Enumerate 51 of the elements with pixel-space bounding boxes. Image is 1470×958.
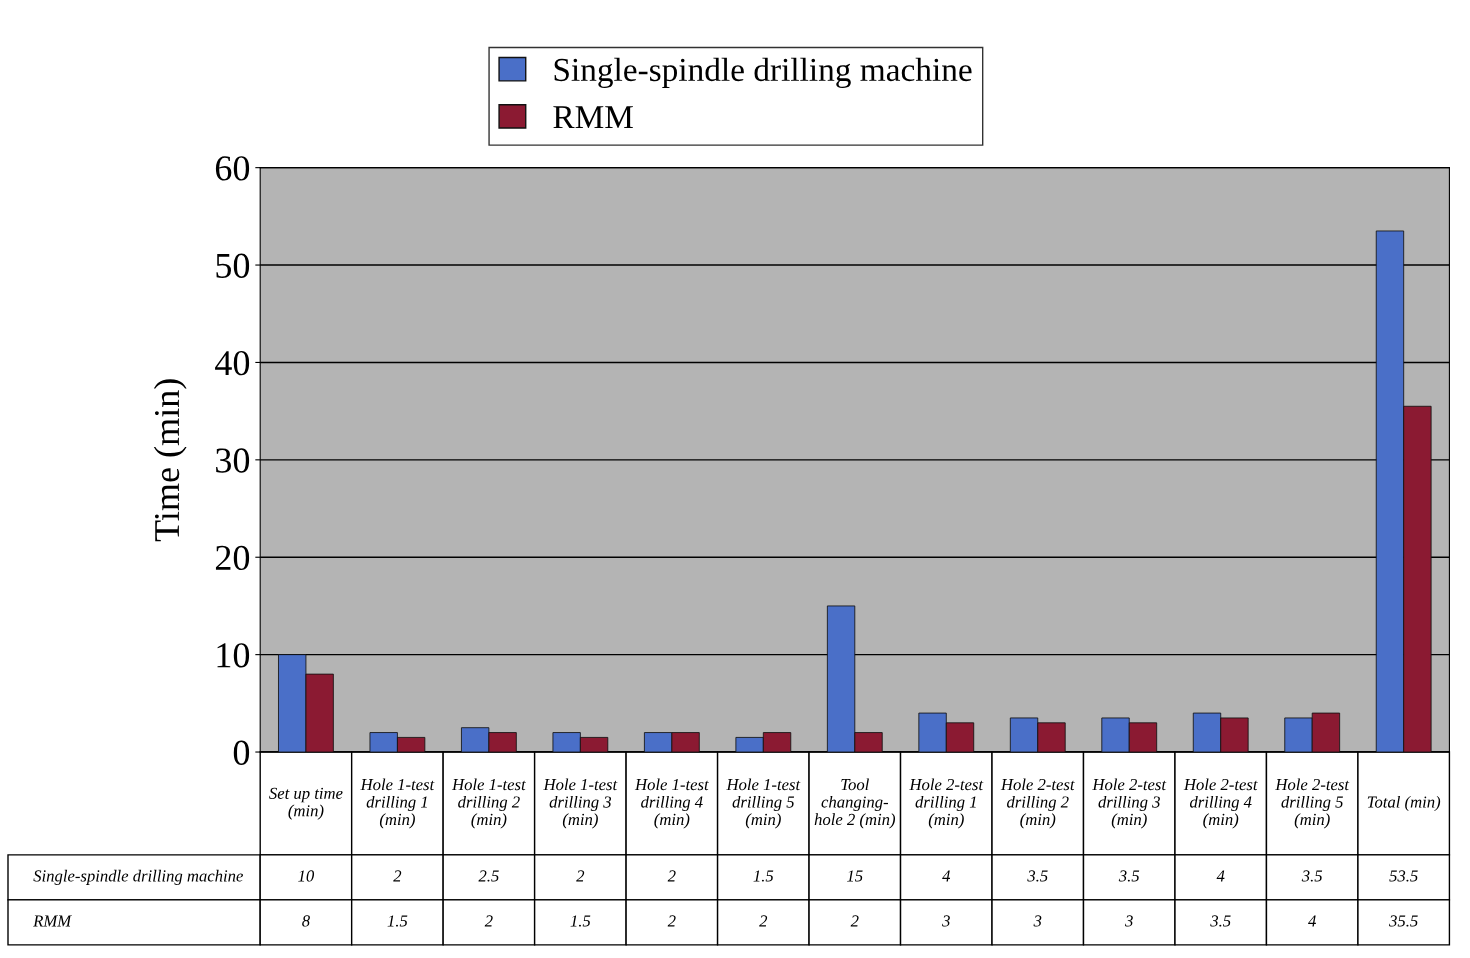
x-tick-label: Hole 1-test drilling 5 (min) bbox=[726, 778, 801, 829]
data-label: 3.5 bbox=[1027, 870, 1048, 882]
data-label: 3 bbox=[1033, 915, 1042, 927]
data-label: 2 bbox=[393, 870, 402, 882]
data-label: 4 bbox=[1216, 870, 1225, 882]
y-tick-label: 0 bbox=[233, 740, 250, 765]
y-tick-label: 10 bbox=[217, 643, 250, 668]
data-label: 3.5 bbox=[1210, 915, 1231, 927]
data-label: 15 bbox=[847, 870, 863, 882]
x-tick-label: Hole 2-test drilling 2 (min) bbox=[1000, 778, 1075, 829]
data-label: 2 bbox=[759, 915, 768, 927]
data-label: 2.5 bbox=[478, 870, 499, 882]
data-label: 2 bbox=[484, 915, 493, 927]
legend-label: Single-spindle drilling machine bbox=[554, 57, 972, 89]
data-label: 1.5 bbox=[570, 915, 591, 927]
x-tick-label: Set up time (min) bbox=[269, 787, 343, 820]
y-axis-title: Time (min) bbox=[153, 379, 187, 542]
data-label: 2 bbox=[576, 870, 585, 882]
legend-label: RMM bbox=[553, 106, 633, 129]
x-tick-label: Total (min) bbox=[1367, 795, 1441, 812]
y-tick-label: 40 bbox=[215, 350, 250, 376]
data-label: 35.5 bbox=[1389, 915, 1418, 927]
y-tick-label: 50 bbox=[216, 253, 250, 278]
data-label: 3 bbox=[942, 915, 950, 927]
x-tick-label: Hole 1-test drilling 2 (min) bbox=[451, 778, 527, 829]
data-label: 53.5 bbox=[1389, 870, 1418, 882]
data-label: 8 bbox=[302, 915, 310, 927]
data-label: 3.5 bbox=[1301, 870, 1323, 882]
data-label: 3.5 bbox=[1118, 870, 1140, 882]
x-tick-label: Hole 2-test drilling 4 (min) bbox=[1183, 778, 1258, 829]
x-tick-label: Hole 2-test drilling 1 (min) bbox=[909, 778, 984, 829]
y-tick-label: 60 bbox=[215, 156, 250, 181]
data-label: 2 bbox=[667, 915, 676, 927]
x-tick-label: Hole 1-test drilling 1 (min) bbox=[360, 778, 435, 829]
data-label: 4 bbox=[942, 870, 951, 882]
x-tick-label: Hole 2-test drilling 3 (min) bbox=[1092, 778, 1167, 829]
y-tick-label: 20 bbox=[215, 545, 250, 571]
text: Single-spindle drilling machine bbox=[33, 869, 243, 885]
x-tick-label: Tool changing- hole 2 (min) bbox=[814, 778, 896, 829]
data-label: 4 bbox=[1308, 915, 1316, 927]
data-label: 1.5 bbox=[387, 915, 408, 927]
data-label: 10 bbox=[298, 870, 315, 882]
data-label: 2 bbox=[850, 915, 859, 927]
text: RMM bbox=[33, 915, 72, 927]
x-tick-label: Hole 2-test drilling 5 (min) bbox=[1275, 778, 1350, 829]
data-label: 1.5 bbox=[753, 870, 774, 882]
data-label: 2 bbox=[667, 870, 676, 882]
y-tick-label: 30 bbox=[216, 448, 250, 473]
x-tick-label: Hole 1-test drilling 4 (min) bbox=[634, 778, 709, 829]
x-tick-label: Hole 1-test drilling 3 (min) bbox=[543, 778, 618, 829]
data-label: 3 bbox=[1125, 915, 1133, 927]
